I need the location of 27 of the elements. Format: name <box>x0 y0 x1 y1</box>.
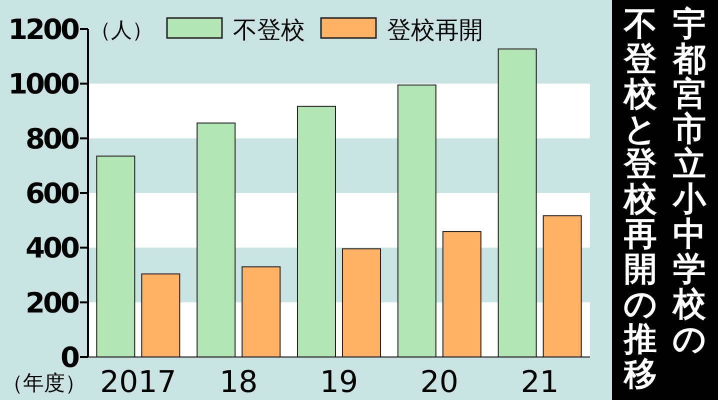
bar <box>242 266 281 358</box>
y-tick-label: 1200 <box>8 13 80 46</box>
x-tick-label: 21 <box>520 365 559 400</box>
bar <box>141 273 180 358</box>
bar <box>397 84 436 358</box>
y-tick-label: 600 <box>26 177 80 210</box>
x-tick-label: 19 <box>320 365 358 400</box>
x-axis-title: （年度） <box>2 371 86 395</box>
y-tick-label: 800 <box>26 122 80 156</box>
x-tick-label: 2017 <box>100 365 176 400</box>
bar <box>96 156 136 358</box>
legend-label: 登校再開 <box>387 16 483 44</box>
bar <box>297 106 336 358</box>
bar <box>542 215 582 358</box>
bar <box>196 122 236 358</box>
y-tick-label: 0 <box>60 341 80 374</box>
legend-label: 不登校 <box>233 16 305 44</box>
bar <box>498 48 537 358</box>
x-tick-label: 20 <box>420 365 458 400</box>
bar <box>342 248 381 358</box>
y-axis-title: （人） <box>90 18 153 42</box>
y-tick-label: 200 <box>26 286 80 320</box>
bar <box>442 231 482 358</box>
chart-title: 宇都宮市立小中学校の不登校と登校再開の推移 <box>624 4 706 393</box>
y-tick-label: 400 <box>26 232 80 265</box>
x-tick-label: 18 <box>220 365 258 400</box>
y-tick-label: 1000 <box>8 68 80 101</box>
